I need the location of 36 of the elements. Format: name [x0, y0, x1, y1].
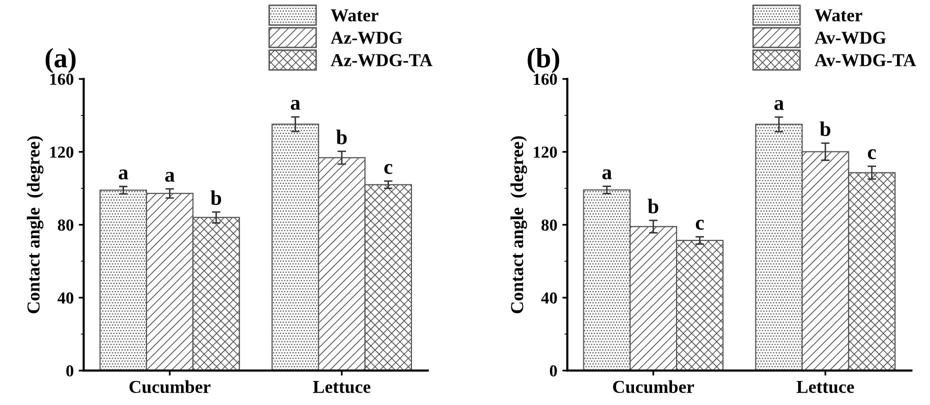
legend-label: Water [330, 9, 378, 22]
chart-title: (b) [528, 48, 560, 74]
y-tick-label: 120 [534, 146, 557, 158]
y-axis-title: Contact angle (degree) [26, 136, 44, 314]
y-tick-label: 80 [58, 219, 74, 231]
y-tick-label: 40 [58, 292, 74, 304]
data-label: a [774, 100, 784, 110]
legend-label: Av-WDG-TA [814, 54, 916, 66]
y-axis-title: Contact angle (degree) [510, 136, 528, 314]
legend-label: Water [814, 9, 862, 22]
y-tick-label: 160 [534, 74, 557, 85]
y-tick-label: 0 [550, 365, 557, 377]
y-tick-label: 160 [50, 74, 74, 85]
data-label: b [820, 121, 830, 136]
data-label: b [210, 190, 222, 206]
x-tick-label: Cucumber [129, 380, 210, 394]
x-tick-label: Cucumber [613, 380, 694, 394]
chart-title: (a) [46, 48, 76, 74]
y-tick-label: 80 [541, 219, 557, 231]
data-label: a [118, 170, 128, 180]
data-label: b [336, 130, 347, 144]
y-tick-label: 40 [541, 292, 557, 304]
x-tick-label: Lettuce [796, 381, 854, 394]
data-label: a [290, 100, 300, 110]
data-label: a [165, 172, 175, 182]
data-label: c [696, 220, 704, 230]
legend-label: Az-WDG [330, 32, 402, 44]
y-tick-label: 0 [66, 365, 74, 377]
y-tick-label: 120 [50, 146, 74, 158]
data-label: a [602, 169, 612, 180]
legend-label: Av-WDG [814, 32, 886, 44]
x-tick-label: Lettuce [313, 381, 370, 394]
data-label: c [384, 164, 392, 174]
data-label: b [648, 198, 658, 214]
data-label: c [868, 149, 876, 160]
legend-label: Az-WDG-TA [330, 54, 432, 66]
